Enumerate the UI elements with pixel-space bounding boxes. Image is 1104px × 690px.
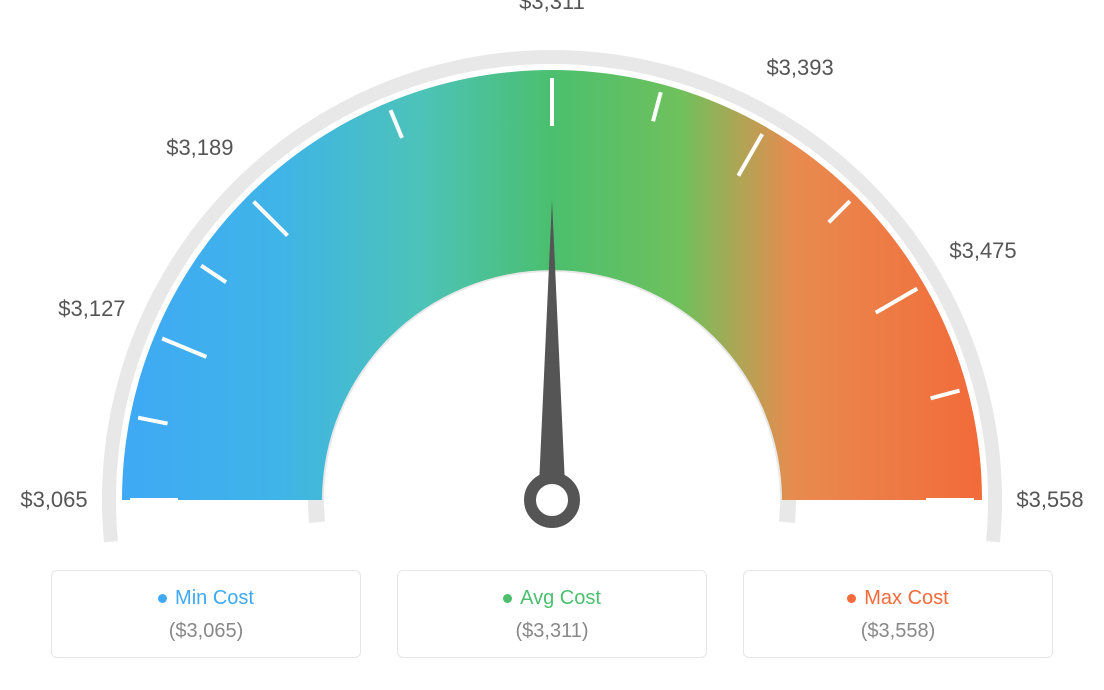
legend-label-max: Max Cost — [864, 587, 948, 610]
gauge-chart: $3,065 $3,127 $3,189 $3,311 $3,393 $3,475 $3,5… — [0, 0, 1104, 560]
legend-value-min: ($3,065) — [52, 620, 360, 643]
legend-box-avg: Avg Cost ($3,311) — [397, 570, 707, 658]
gauge-tick-label: $3,558 — [1016, 487, 1083, 513]
legend-label-avg: Avg Cost — [520, 587, 601, 610]
legend-title-min: Min Cost — [52, 587, 360, 610]
legend-title-avg: Avg Cost — [398, 587, 706, 610]
gauge-needle-hub — [530, 478, 574, 522]
gauge-tick-label: $3,311 — [519, 0, 585, 15]
gauge-svg — [0, 0, 1104, 560]
legend-value-max: ($3,558) — [744, 620, 1052, 643]
gauge-tick-label: $3,065 — [20, 487, 87, 513]
gauge-tick-label: $3,475 — [949, 238, 1016, 264]
legend-row: Min Cost ($3,065) Avg Cost ($3,311) Max … — [0, 570, 1104, 658]
gauge-tick-label: $3,393 — [766, 55, 833, 81]
legend-box-max: Max Cost ($3,558) — [743, 570, 1053, 658]
legend-title-max: Max Cost — [744, 587, 1052, 610]
legend-dot-avg — [503, 594, 512, 603]
legend-dot-min — [158, 594, 167, 603]
legend-value-avg: ($3,311) — [398, 620, 706, 643]
legend-label-min: Min Cost — [175, 587, 254, 610]
legend-dot-max — [847, 594, 856, 603]
gauge-tick-label: $3,189 — [166, 135, 233, 161]
gauge-tick-label: $3,127 — [58, 296, 125, 322]
legend-box-min: Min Cost ($3,065) — [51, 570, 361, 658]
